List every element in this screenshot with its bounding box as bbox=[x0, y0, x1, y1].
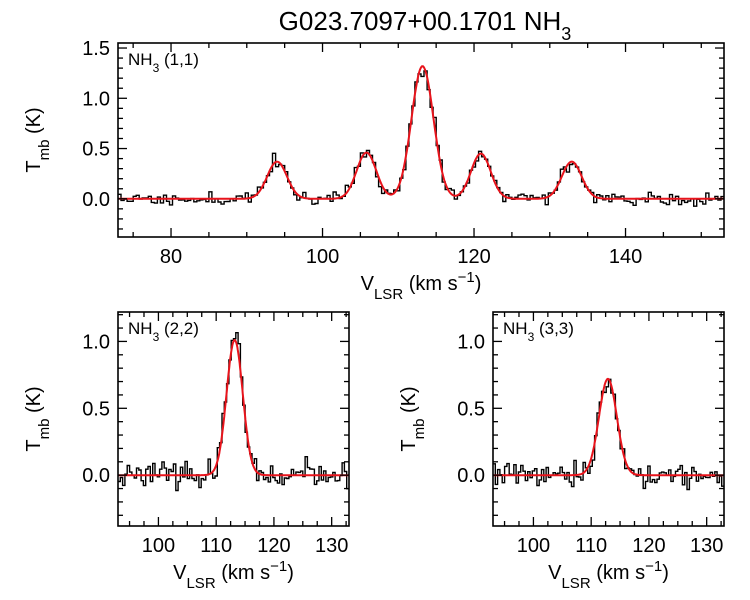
x-axis-label-rest: (km s bbox=[216, 562, 270, 584]
x-tick-label: 130 bbox=[690, 535, 723, 557]
x-axis-label-rest: (km s bbox=[403, 273, 457, 295]
y-axis-label-main: T bbox=[398, 439, 420, 451]
x-tick-label: 80 bbox=[160, 246, 182, 268]
observed-spectrum bbox=[118, 332, 349, 492]
transition-label-rest: (3,3) bbox=[534, 319, 574, 338]
y-axis-label: Tmb (K) bbox=[23, 386, 53, 451]
observed-spectrum bbox=[493, 378, 724, 491]
transition-label: NH3 (2,2) bbox=[128, 319, 199, 344]
x-axis-label-end: ) bbox=[287, 562, 294, 584]
x-axis-label-rest: (km s bbox=[591, 562, 645, 584]
x-axis-label: VLSR (km s−1) bbox=[548, 558, 669, 592]
y-tick-label: 0.5 bbox=[457, 398, 485, 420]
x-axis-label-sub: LSR bbox=[186, 575, 215, 592]
y-axis-label-sub: mb bbox=[411, 419, 428, 440]
panel-top: 80 100 120 140 0.0 0.5 1.0 1.5 NH3 (1,1) VLSR (km… bbox=[23, 38, 725, 303]
transition-label: NH3 (3,3) bbox=[503, 319, 574, 344]
x-tick-label: 100 bbox=[517, 535, 550, 557]
y-axis-label-sub: mb bbox=[36, 140, 53, 161]
y-tick-label: 0.0 bbox=[82, 465, 110, 487]
transition-label-main: NH bbox=[503, 319, 528, 338]
fit-curve bbox=[493, 377, 724, 477]
x-tick-label: 110 bbox=[575, 535, 607, 557]
transition-label-main: NH bbox=[128, 50, 153, 69]
y-axis-label-rest: (K) bbox=[23, 107, 45, 139]
x-tick-label: 120 bbox=[257, 535, 290, 557]
y-tick-label: 0.5 bbox=[82, 398, 110, 420]
y-axis-label-rest: (K) bbox=[398, 386, 420, 418]
transition-label: NH3 (1,1) bbox=[128, 50, 199, 75]
x-axis-label-main: V bbox=[361, 273, 375, 295]
transition-label-sub: 3 bbox=[153, 61, 160, 75]
x-tick-label: 110 bbox=[200, 535, 232, 557]
x-axis-label-sup: −1 bbox=[458, 269, 475, 286]
x-axis-label-sup: −1 bbox=[645, 558, 662, 575]
y-axis-label-rest: (K) bbox=[23, 386, 45, 418]
y-tick-label: 1.0 bbox=[82, 331, 110, 353]
x-axis-label-sub: LSR bbox=[374, 286, 403, 303]
transition-label-sub: 3 bbox=[528, 330, 535, 344]
x-axis-label-sub: LSR bbox=[561, 575, 590, 592]
y-axis-label-main: T bbox=[23, 160, 45, 172]
y-axis-label: Tmb (K) bbox=[23, 107, 53, 172]
x-axis-label-end: ) bbox=[662, 562, 669, 584]
y-tick-label: 0.0 bbox=[457, 465, 485, 487]
transition-label-rest: (1,1) bbox=[159, 50, 199, 69]
y-tick-label: 1.0 bbox=[82, 88, 110, 110]
panel-bottom-left: 100 110 120 130 0.0 0.5 1.0 NH3 (2,2) VLSR (km s… bbox=[23, 311, 350, 592]
x-tick-label: 140 bbox=[609, 246, 642, 268]
x-axis-label-main: V bbox=[173, 562, 187, 584]
fit-curve bbox=[118, 339, 349, 477]
x-axis-label: VLSR (km s−1) bbox=[361, 269, 482, 303]
observed-spectrum bbox=[118, 70, 724, 207]
x-axis-label: VLSR (km s−1) bbox=[173, 558, 294, 592]
y-axis-label: Tmb (K) bbox=[398, 386, 428, 451]
transition-label-sub: 3 bbox=[153, 330, 160, 344]
y-tick-label: 0.5 bbox=[82, 139, 110, 161]
plot-frame bbox=[117, 42, 725, 238]
y-axis-label-main: T bbox=[23, 439, 45, 451]
x-axis-label-end: ) bbox=[475, 273, 482, 295]
plot-frame bbox=[492, 311, 725, 527]
x-tick-label: 100 bbox=[142, 535, 175, 557]
plot-frame bbox=[117, 311, 350, 527]
panel-bottom-right: 100 110 120 130 0.0 0.5 1.0 NH3 (3,3) VLSR (km s… bbox=[398, 311, 725, 592]
x-axis-label-sup: −1 bbox=[270, 558, 287, 575]
x-tick-label: 100 bbox=[306, 246, 339, 268]
transition-label-main: NH bbox=[128, 319, 153, 338]
fit-curve bbox=[118, 65, 724, 200]
x-tick-label: 120 bbox=[632, 535, 665, 557]
x-tick-label: 130 bbox=[315, 535, 348, 557]
x-tick-label: 120 bbox=[457, 246, 490, 268]
y-tick-label: 1.0 bbox=[457, 331, 485, 353]
y-tick-label: 1.5 bbox=[82, 38, 110, 60]
y-axis-label-sub: mb bbox=[36, 419, 53, 440]
figure-title: G023.7097+00.1701 NH3 bbox=[279, 6, 572, 44]
y-tick-label: 0.0 bbox=[82, 189, 110, 211]
x-axis-label-main: V bbox=[548, 562, 562, 584]
transition-label-rest: (2,2) bbox=[159, 319, 199, 338]
